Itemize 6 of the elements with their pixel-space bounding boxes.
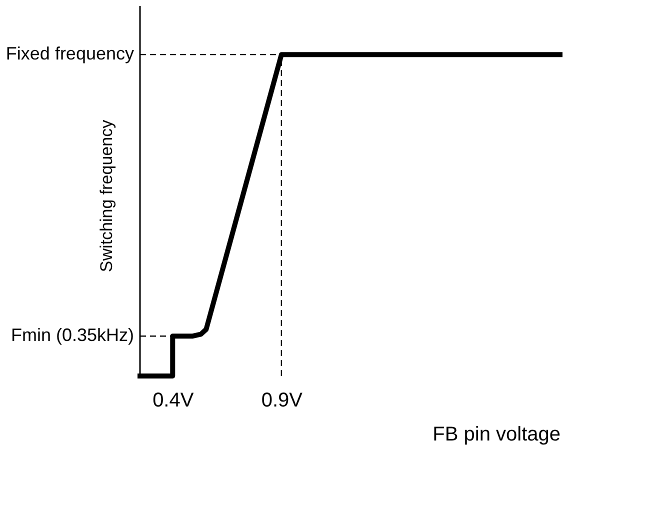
ref-line-label: Fmin (0.35kHz) <box>10 325 134 346</box>
ref-line-label: Fixed frequency <box>6 44 134 64</box>
y-axis-title: Switching frequency <box>97 119 116 272</box>
x-tick-label: 0.9V <box>261 390 304 412</box>
x-axis-title: FB pin voltage <box>432 424 560 446</box>
x-tick-label: 0.4V <box>152 390 194 412</box>
